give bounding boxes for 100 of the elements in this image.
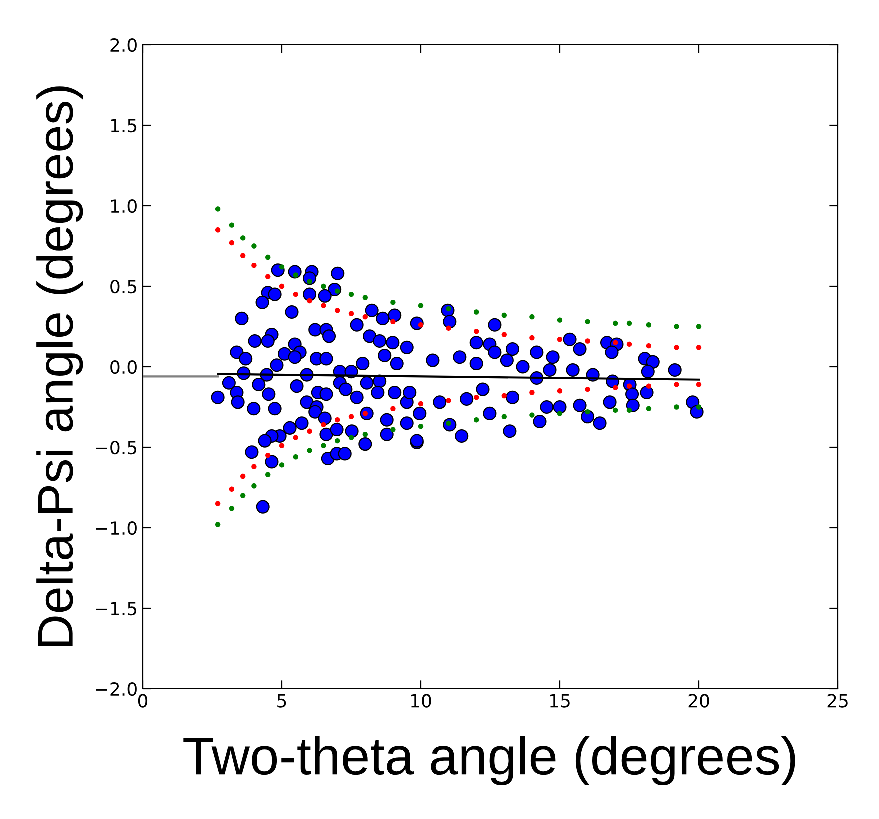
point [348,435,354,440]
point [502,312,507,318]
y-tick-label: 2.0 [110,38,137,52]
point [696,324,702,330]
point [335,308,340,314]
point [502,332,507,338]
y-tick-label: 0.0 [110,360,137,374]
point [446,326,452,331]
x-tick-label: 10 [411,694,432,708]
point [530,335,535,341]
point [252,464,257,470]
point [240,253,246,259]
point [321,284,326,290]
point [646,406,652,412]
point [446,398,452,404]
point [530,390,535,396]
point [474,394,480,400]
x-tick-label: 15 [550,694,570,708]
y-tick-label: 0.5 [110,280,137,294]
point [279,443,285,448]
point [646,384,652,389]
point [266,274,271,280]
point [626,320,632,326]
point [215,206,221,212]
x-tick-label: 25 [828,694,848,708]
point [390,427,396,432]
point [348,311,354,316]
point [229,240,235,246]
point [362,295,368,300]
point [266,452,271,458]
point [418,401,424,407]
point [557,411,563,416]
point [266,472,271,478]
point [215,522,221,528]
point [626,408,632,414]
point [335,418,340,423]
point [293,292,298,298]
point [626,342,632,348]
point [240,474,246,480]
point [530,412,535,418]
y-tick-label: −1.0 [96,521,137,536]
point [696,382,702,388]
point [279,264,285,270]
point [307,298,312,304]
point [252,262,257,268]
point [279,284,285,290]
point [362,432,368,438]
point [307,428,312,434]
point [474,418,480,423]
point [390,300,396,306]
point [674,404,680,410]
point [674,382,680,388]
point [674,345,680,350]
point [229,506,235,512]
point [557,337,563,342]
point [646,343,652,349]
point [585,338,590,344]
point [502,414,507,420]
y-tick-label: 1.0 [111,199,137,214]
point [321,443,326,448]
x-tick-label: 0 [138,694,148,708]
point [229,222,235,228]
point [240,236,246,241]
point [613,385,618,391]
point [266,254,271,260]
x-axis-title: Two-theta angle (degrees) [184,736,796,786]
point [696,345,702,350]
point [229,486,235,492]
point [418,303,424,308]
point [335,438,340,444]
point [215,501,221,506]
point [321,422,326,428]
point [293,435,298,440]
point [307,448,312,454]
point [240,493,246,498]
point [418,424,424,430]
point [307,279,312,284]
point [613,320,618,326]
point [390,406,396,412]
point [613,408,618,414]
y-tick-label: −1.5 [96,602,137,616]
point [585,386,590,392]
y-axis-title: Delta-Psi angle (degrees) [36,86,84,646]
y-tick-label: −2.0 [96,682,137,696]
point [557,318,563,323]
point [696,404,702,410]
point [348,292,354,298]
point [348,414,354,420]
x-tick-label: 5 [278,694,286,708]
x-tick-label: 20 [688,694,710,708]
point [215,228,221,233]
point [502,393,507,399]
point [279,462,285,468]
y-tick-label: 1.5 [111,119,137,133]
point [674,324,680,330]
point [585,409,590,415]
point [530,314,535,320]
point [252,484,257,489]
y-tick-label: −0.5 [96,440,137,455]
point [474,310,480,315]
